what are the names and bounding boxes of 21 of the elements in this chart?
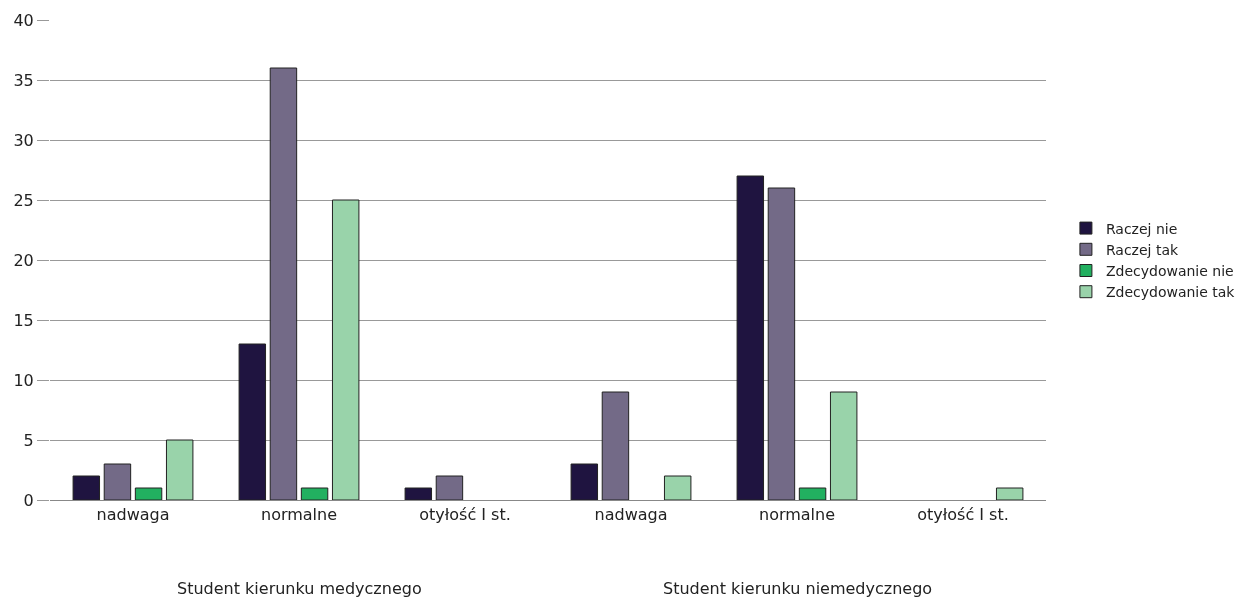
y-tick-label: 5 — [23, 430, 34, 450]
legend-label: Zdecydowanie nie — [1105, 262, 1234, 279]
y-tick-label: 30 — [13, 130, 34, 150]
y-tick-label: 35 — [13, 70, 34, 90]
x-tick-label: nadwaga — [96, 505, 170, 525]
y-tick-label: 40 — [13, 10, 34, 30]
x-tick-label: otyłość I st. — [917, 505, 1009, 525]
y-tick-label: 10 — [13, 370, 34, 390]
y-tick-label: 0 — [23, 490, 34, 510]
text: Student kierunku medycznego — [177, 579, 422, 598]
x-tick-label: otyłość I st. — [419, 505, 511, 525]
x-tick-label: normalne — [260, 505, 338, 525]
y-tick-label: 25 — [13, 190, 34, 210]
x-tick-label: nadwaga — [594, 505, 668, 525]
y-tick-label: 15 — [13, 310, 34, 330]
legend-label: Zdecydowanie tak — [1105, 284, 1236, 301]
legend-label: Raczej tak — [1105, 241, 1179, 258]
legend-label: Raczej nie — [1105, 220, 1178, 237]
text: Student kierunku niemedycznego — [663, 579, 933, 598]
y-tick-label: 20 — [13, 250, 34, 270]
x-tick-label: normalne — [758, 505, 836, 525]
